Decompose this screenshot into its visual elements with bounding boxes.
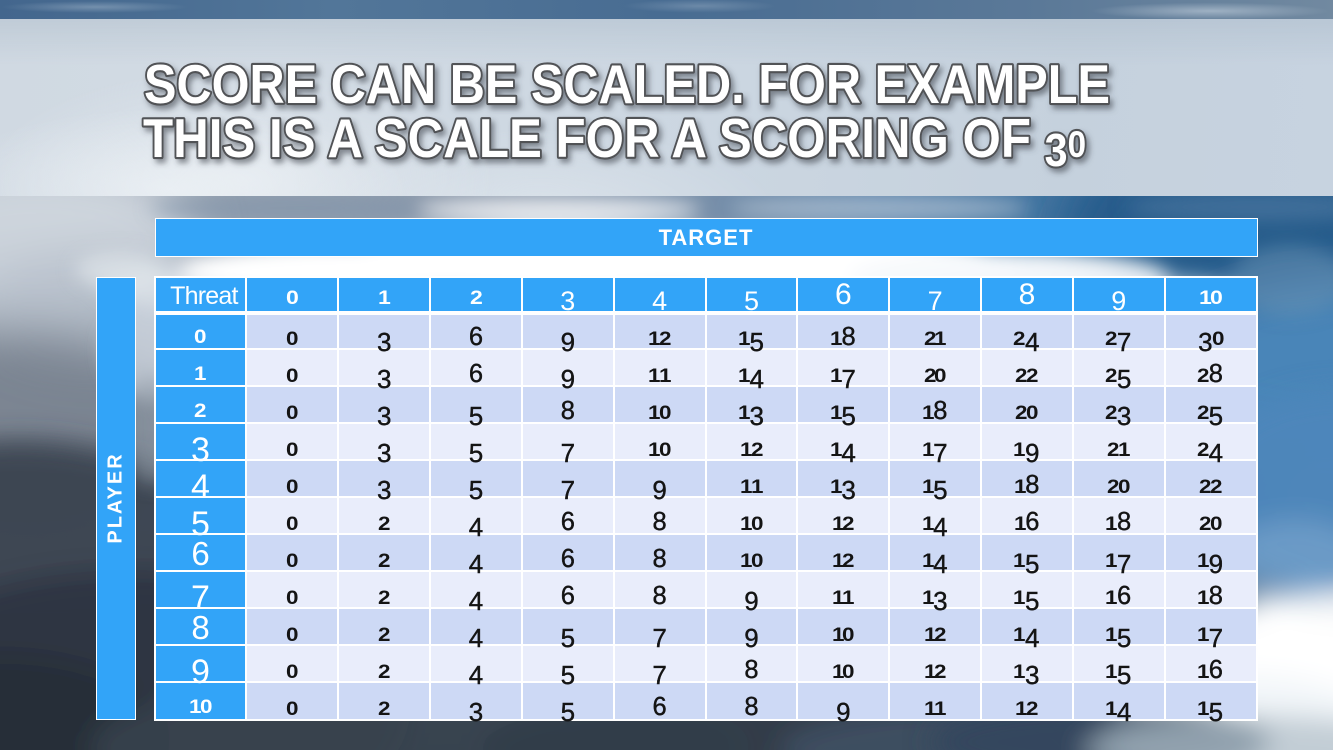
svg-text:SCORE CAN BE SCALED. FOR EXAMP: SCORE CAN BE SCALED. FOR EXAMPLE — [144, 53, 1110, 115]
svg-text:THIS IS A SCALE FOR A SCORING: THIS IS A SCALE FOR A SCORING OF 30 — [143, 107, 1086, 176]
